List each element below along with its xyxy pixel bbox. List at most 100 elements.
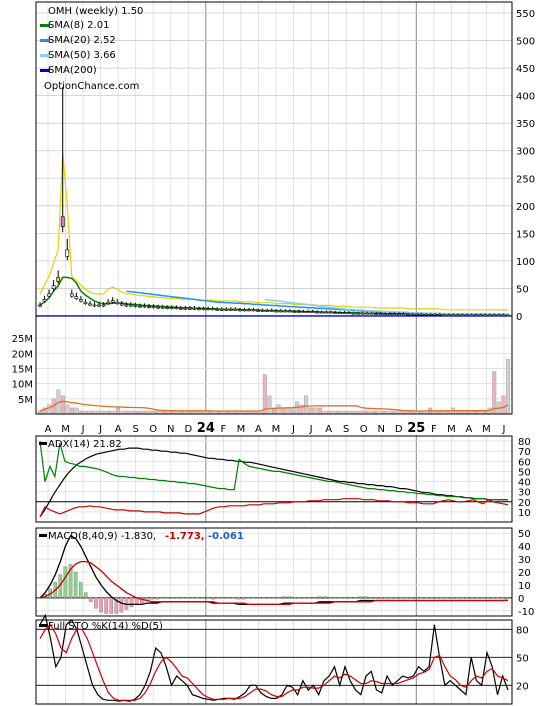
- macd-histogram-bar: [175, 597, 180, 599]
- price-candle-body: [292, 311, 297, 313]
- macd-histogram-bar: [384, 597, 388, 599]
- price-y-tick-label: 150: [516, 229, 535, 240]
- x-axis-label: S: [343, 424, 349, 435]
- adx-y-tick-label: 30: [518, 488, 531, 499]
- price-y-tick-label: 500: [516, 37, 535, 48]
- price-candle-body: [424, 314, 429, 316]
- x-axis-label: A: [325, 424, 332, 435]
- price-candle-body: [319, 311, 324, 314]
- macd-histogram-bar: [180, 597, 185, 599]
- macd-y-tick-label: -10: [518, 607, 534, 618]
- macd-histogram-bar: [435, 597, 439, 599]
- price-candle-body: [278, 310, 283, 313]
- price-candle-body: [274, 310, 279, 313]
- adx-y-tick-label: 40: [518, 478, 531, 489]
- price-candle-body: [160, 306, 165, 309]
- macd-histogram-bar: [221, 597, 225, 599]
- x-axis-label: J: [291, 424, 295, 435]
- sto-series-line-pct-d: [39, 623, 509, 701]
- macd-histogram-bar: [460, 597, 464, 599]
- macd-histogram-bar: [262, 597, 266, 599]
- price-candle-body: [128, 304, 133, 307]
- price-candle-body: [442, 314, 447, 317]
- macd-histogram-bar: [94, 597, 98, 609]
- volume-bar: [281, 407, 286, 415]
- price-candle-body: [224, 309, 229, 311]
- price-candle-body: [465, 314, 470, 317]
- macd-histogram-bar: [409, 597, 414, 599]
- price-candle-body: [115, 301, 120, 304]
- price-candle-body: [428, 314, 433, 316]
- price-candle-body: [192, 307, 197, 310]
- price-candle-body: [188, 307, 192, 310]
- price-candle-body: [74, 296, 79, 299]
- adx-y-tick-label: 50: [518, 467, 531, 478]
- price-candle-body: [133, 305, 138, 307]
- price-candle-body: [342, 312, 347, 314]
- macd-histogram-bar: [465, 597, 470, 599]
- macd-histogram-bar: [389, 597, 393, 599]
- volume-y-tick-label: 15M: [12, 364, 33, 375]
- sto-series-line-pct-k: [39, 613, 509, 702]
- macd-histogram-bar: [368, 597, 373, 599]
- macd-histogram-bar: [282, 596, 286, 599]
- price-candle-body: [206, 308, 211, 311]
- price-candle-body: [392, 313, 397, 316]
- watermark-text: OptionChance.com: [44, 81, 139, 92]
- volume-y-tick-label: 25M: [12, 334, 33, 345]
- volume-y-tick-label: 10M: [12, 380, 33, 391]
- volume-bar: [65, 404, 70, 415]
- macd-histogram-bar: [312, 597, 317, 599]
- sto-y-tick-label: 20: [516, 681, 529, 692]
- macd-histogram-bar: [89, 597, 93, 602]
- volume-bar: [74, 407, 79, 415]
- macd-histogram-bar: [150, 597, 154, 600]
- macd-histogram-bar: [160, 597, 164, 599]
- price-candle-body: [469, 314, 474, 317]
- sto-legend-swatch: [39, 624, 47, 627]
- price-candle-body: [242, 309, 247, 312]
- macd-y-tick-label: 20: [518, 568, 531, 579]
- macd-histogram-bar: [185, 597, 190, 599]
- macd-histogram-bar: [358, 596, 363, 599]
- x-axis-label: A: [466, 424, 473, 435]
- price-candle-body: [138, 305, 142, 308]
- macd-histogram-bar: [211, 597, 215, 600]
- x-axis-label: J: [309, 424, 313, 435]
- price-y-tick-label: 550: [516, 9, 535, 20]
- price-candle-body: [433, 314, 438, 316]
- x-axis-label: F: [221, 424, 227, 435]
- macd-histogram-bar: [333, 597, 337, 599]
- legend-swatch: [40, 39, 50, 42]
- macd-histogram-value: -0.061: [208, 531, 244, 542]
- price-candle-body: [65, 249, 70, 257]
- macd-histogram-bar: [363, 596, 368, 599]
- x-axis-label: 24: [197, 421, 215, 436]
- volume-bar: [304, 395, 309, 415]
- x-axis-label: D: [395, 424, 403, 435]
- price-candle-body: [315, 311, 320, 314]
- macd-histogram-bar: [155, 597, 159, 600]
- macd-histogram-bar: [272, 597, 276, 599]
- x-axis-label: N: [377, 424, 384, 435]
- macd-histogram-bar: [450, 597, 454, 599]
- price-candle-body: [310, 311, 315, 313]
- price-candle-body: [447, 314, 451, 317]
- macd-histogram-bar: [419, 597, 424, 599]
- adx-series-line-adx: [39, 447, 509, 518]
- macd-histogram-bar: [119, 597, 124, 613]
- x-axis-label: N: [167, 424, 174, 435]
- volume-bar: [285, 407, 290, 415]
- price-candle-body: [147, 306, 151, 308]
- macd-histogram-bar: [348, 597, 353, 599]
- x-axis-label: O: [360, 424, 368, 435]
- price-candle-body: [238, 309, 242, 312]
- macd-histogram-bar: [496, 597, 500, 599]
- adx-y-tick-label: 20: [518, 498, 531, 509]
- price-y-tick-label: 200: [516, 202, 535, 213]
- macd-signal-value: -1.773,: [165, 531, 205, 542]
- macd-histogram-bar: [297, 597, 302, 599]
- macd-histogram-bar: [109, 597, 113, 614]
- macd-histogram-bar: [201, 597, 205, 599]
